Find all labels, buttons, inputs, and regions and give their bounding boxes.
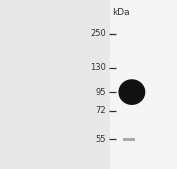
- Text: 250: 250: [90, 29, 106, 38]
- Bar: [110, 0, 177, 169]
- Text: kDa: kDa: [112, 8, 130, 17]
- Text: 130: 130: [90, 63, 106, 72]
- Text: 95: 95: [96, 88, 106, 97]
- Text: 55: 55: [96, 135, 106, 144]
- Text: 72: 72: [96, 106, 106, 115]
- Circle shape: [119, 80, 145, 104]
- Bar: [123, 138, 135, 141]
